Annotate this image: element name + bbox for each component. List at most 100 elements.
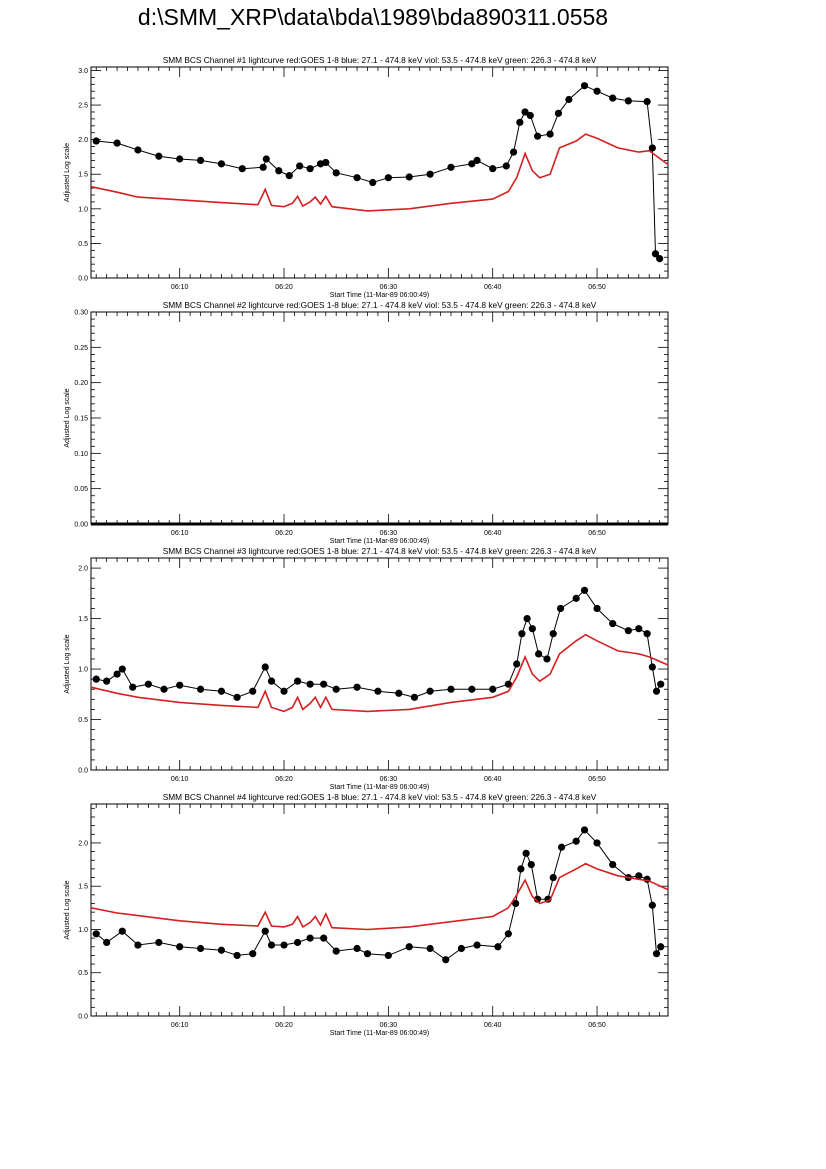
data-point [261, 663, 269, 671]
y-tick-label: 2.5 [78, 103, 88, 110]
data-point [657, 943, 665, 951]
chart-title: SMM BCS Channel #3 lightcurve red:GOES 1… [163, 546, 597, 556]
data-point [516, 118, 524, 126]
data-point [320, 934, 328, 942]
data-point [353, 174, 361, 182]
data-point [648, 663, 656, 671]
x-tick-label: 06:40 [484, 284, 502, 291]
data-point [275, 167, 283, 175]
data-point [233, 693, 241, 701]
x-tick-label: 06:20 [275, 284, 293, 291]
y-tick-label: 3.0 [78, 68, 88, 75]
data-point [249, 950, 257, 958]
y-tick-label: 1.5 [78, 884, 88, 891]
data-point [129, 683, 137, 691]
data-point [306, 165, 314, 173]
data-point [134, 146, 142, 154]
y-axis-label: Adjusted Log scale [64, 388, 71, 447]
data-point [648, 901, 656, 909]
data-point [233, 951, 241, 960]
x-tick-label: 06:30 [380, 530, 398, 537]
data-point [528, 625, 536, 633]
data-point [635, 872, 643, 880]
data-point [447, 163, 455, 171]
x-axis-label: Start Time (11-Mar-89 06:00:49) [330, 292, 429, 299]
data-point [238, 165, 246, 173]
data-point [473, 156, 481, 164]
data-point [384, 174, 392, 182]
data-point [546, 130, 554, 138]
data-point [155, 938, 163, 947]
y-tick-label: 0.25 [74, 345, 88, 352]
chart-panel-1: SMM BCS Channel #1 lightcurve red:GOES 1… [64, 55, 669, 299]
data-point [217, 946, 226, 954]
x-tick-label: 06:50 [588, 776, 606, 783]
data-point [176, 681, 184, 689]
data-point [502, 162, 510, 170]
chart-title: SMM BCS Channel #1 lightcurve red:GOES 1… [163, 55, 597, 65]
data-point [176, 943, 184, 951]
data-point [643, 97, 651, 106]
data-point [280, 687, 288, 695]
data-point [494, 943, 502, 951]
data-point [624, 97, 632, 105]
chart-title: SMM BCS Channel #4 lightcurve red:GOES 1… [163, 792, 597, 802]
data-point [92, 930, 100, 938]
data-point [651, 250, 660, 258]
x-tick-label: 06:40 [484, 776, 502, 783]
data-point [217, 160, 226, 168]
x-tick-label: 06:10 [171, 776, 189, 783]
data-point [306, 680, 314, 688]
chart-panel-2: SMM BCS Channel #2 lightcurve red:GOES 1… [64, 300, 669, 545]
data-point [489, 165, 497, 173]
x-tick-label: 06:20 [275, 1022, 293, 1029]
y-tick-label: 1.0 [78, 667, 88, 674]
data-point [332, 685, 340, 693]
data-point [332, 169, 340, 177]
data-point [535, 650, 543, 658]
y-tick-label: 0.00 [74, 522, 88, 529]
data-point [572, 594, 580, 602]
chart-title: SMM BCS Channel #2 lightcurve red:GOES 1… [163, 300, 597, 310]
data-point [521, 108, 529, 116]
data-point [363, 950, 372, 958]
y-tick-label: 1.5 [78, 172, 88, 179]
data-point [217, 687, 226, 695]
data-point [652, 950, 661, 958]
x-tick-label: 06:50 [588, 1022, 606, 1029]
data-point [103, 677, 111, 685]
data-point [103, 938, 111, 947]
data-point [656, 255, 664, 263]
x-tick-label: 06:10 [171, 284, 189, 291]
plot-frame [90, 311, 669, 525]
chart-panel-4: SMM BCS Channel #4 lightcurve red:GOES 1… [64, 792, 669, 1037]
data-point [322, 158, 330, 167]
data-point [609, 620, 617, 628]
data-point [549, 630, 557, 638]
data-point [580, 826, 589, 834]
data-point [306, 934, 314, 942]
data-point [513, 660, 521, 668]
data-point [285, 172, 293, 180]
data-point [517, 865, 525, 873]
data-point [580, 586, 589, 594]
data-point [113, 139, 121, 147]
x-tick-label: 06:50 [588, 530, 606, 537]
data-point [92, 675, 100, 683]
data-point [635, 625, 643, 633]
y-axis-label: Adjusted Log scale [64, 634, 71, 693]
y-tick-label: 2.0 [78, 137, 88, 144]
x-tick-label: 06:30 [380, 1022, 398, 1029]
data-point [426, 944, 434, 953]
data-point [556, 604, 565, 613]
y-tick-label: 0.15 [74, 416, 88, 423]
data-point [353, 944, 361, 953]
plot-frame [90, 66, 669, 279]
y-tick-label: 2.0 [78, 566, 88, 573]
x-tick-label: 06:40 [484, 530, 502, 537]
data-point [609, 860, 617, 869]
data-point [473, 941, 481, 949]
data-point [489, 685, 497, 693]
data-point [523, 614, 531, 623]
data-point [457, 944, 466, 953]
